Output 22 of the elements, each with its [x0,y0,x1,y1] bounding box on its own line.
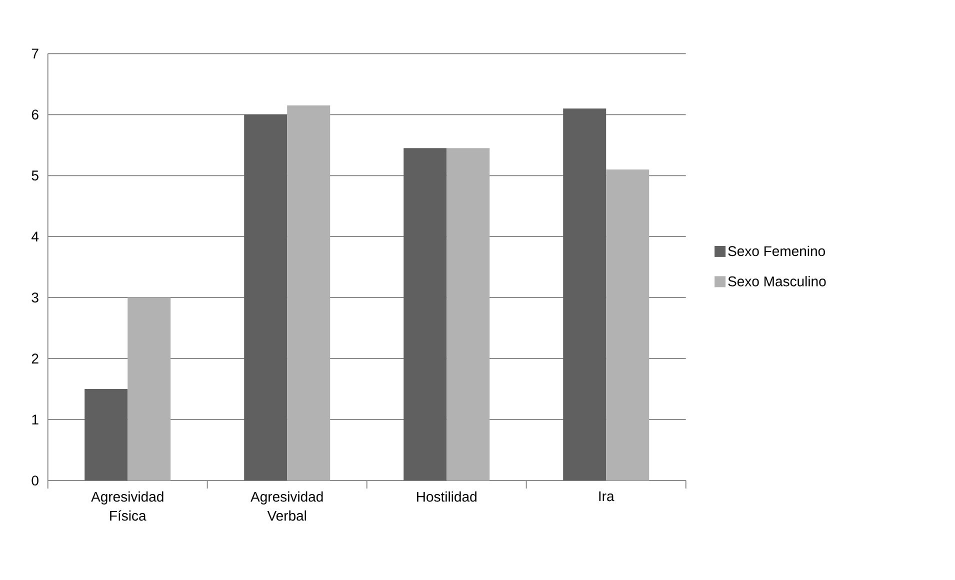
y-tick-label: 1 [32,414,38,424]
bar [563,108,606,481]
bar [446,148,490,481]
bar [404,148,447,481]
y-tick-label: 4 [32,232,39,242]
x-tick-label: Agresividad Física [91,491,164,521]
legend-label: Sexo Femenino [728,246,825,256]
bar [287,105,330,481]
y-tick-label: 7 [32,48,38,58]
y-tick-label: 6 [32,110,38,120]
y-tick-label: 2 [32,354,38,364]
x-tick-label: Hostilidad [417,491,476,502]
x-tick-label: Ira [599,491,614,502]
y-tick-label: 0 [32,476,38,486]
y-tick-label: 3 [32,292,38,303]
y-tick-label: 5 [32,170,38,180]
bar [606,169,650,481]
legend-label: Sexo Masculino [728,276,826,286]
bar [128,298,171,481]
x-tick-label: Agresividad Verbal [250,491,323,521]
bar [244,114,288,481]
bar [84,389,128,481]
